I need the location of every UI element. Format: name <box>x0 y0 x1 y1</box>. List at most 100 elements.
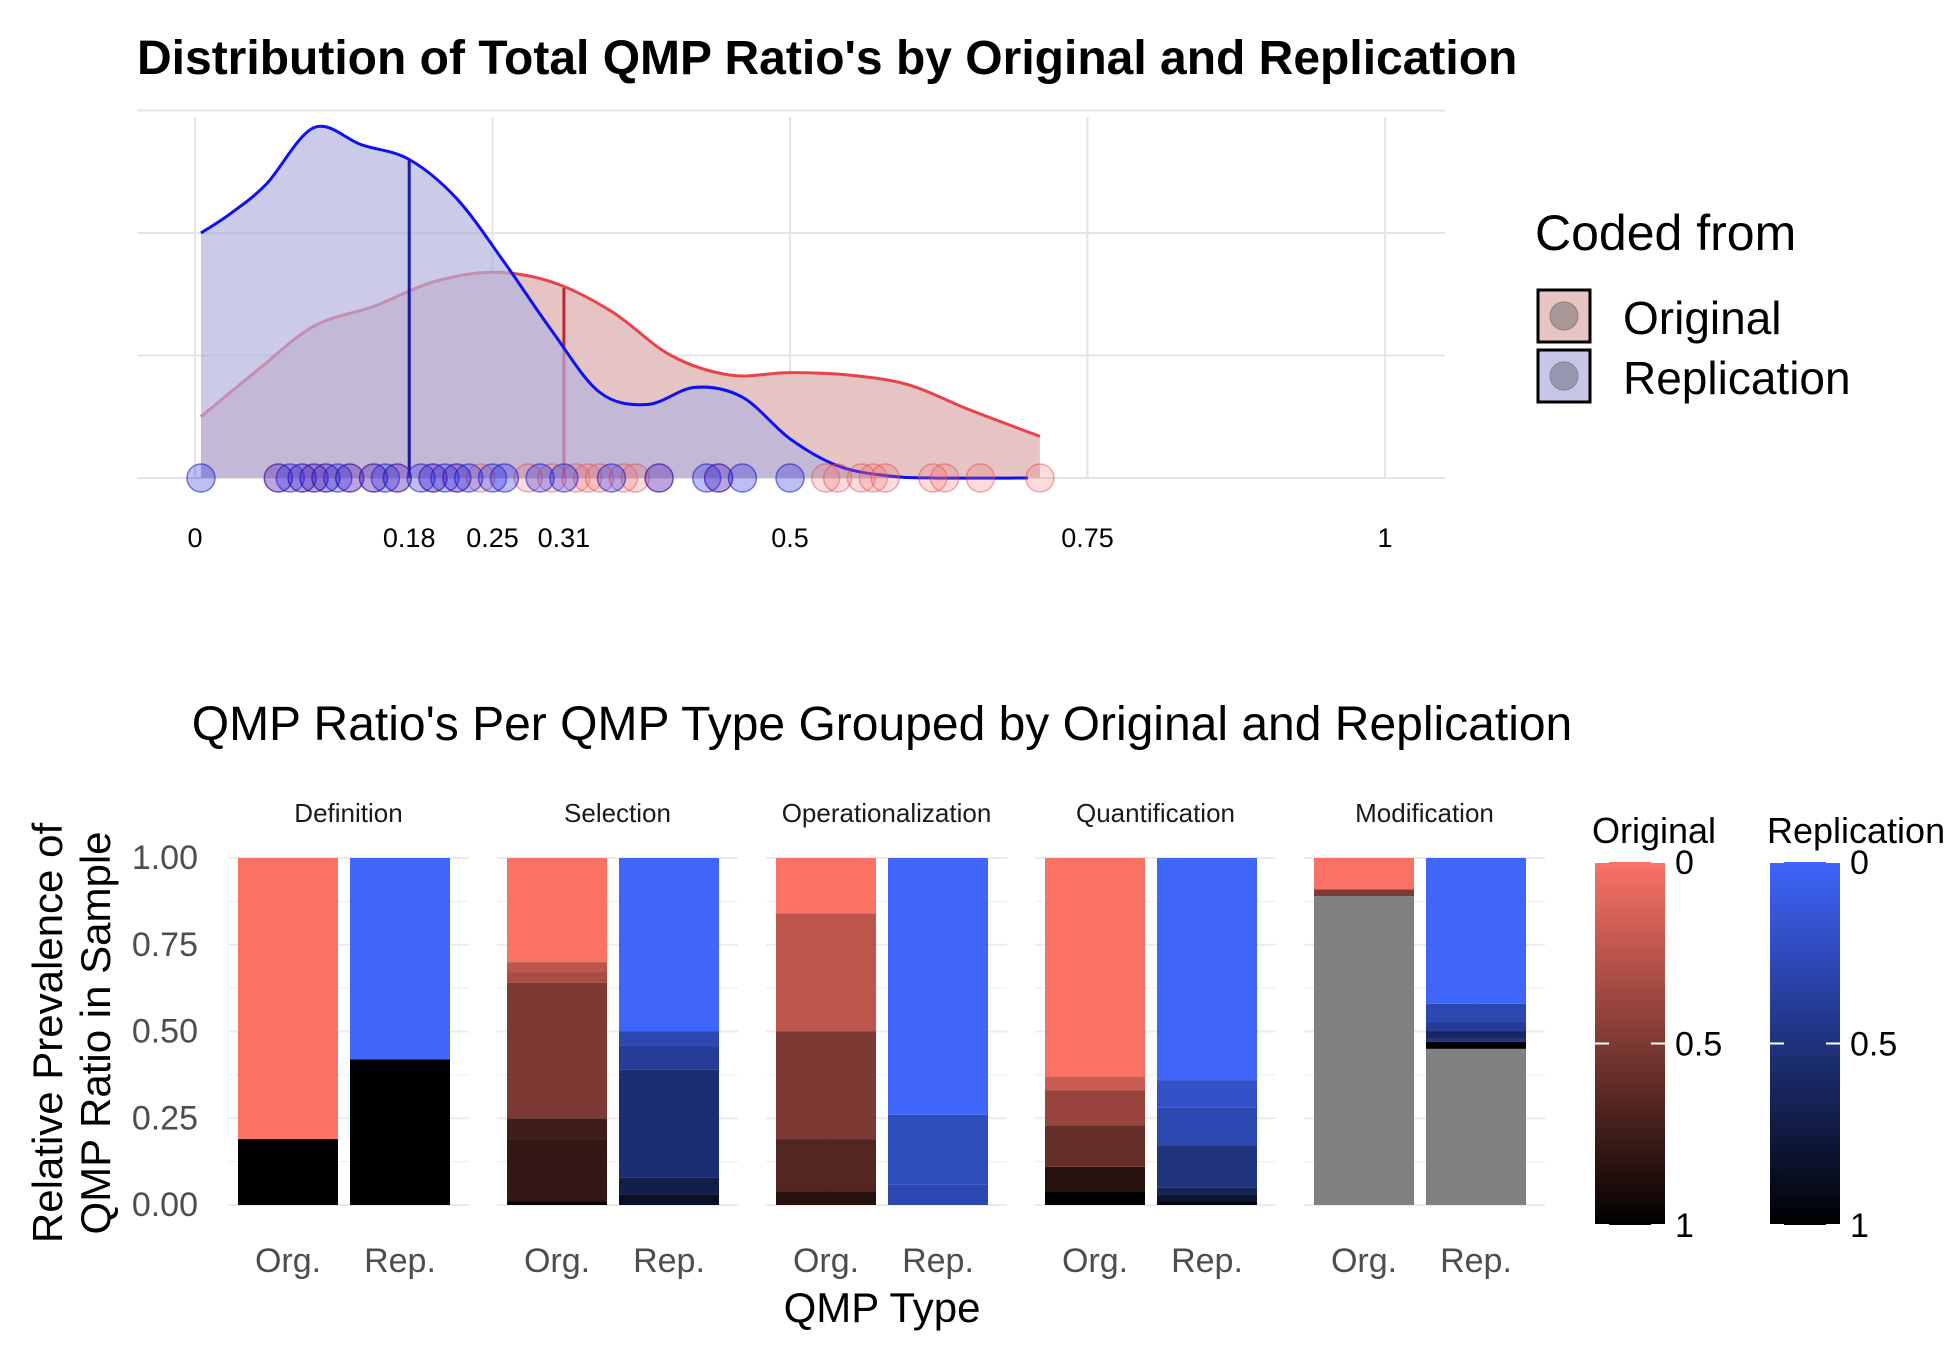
x-tick-label: 0.25 <box>466 523 519 553</box>
density-legend: Coded from Original Replication <box>1535 205 1851 404</box>
legend-item-replication: Replication <box>1536 348 1851 404</box>
point-replication-23 <box>703 463 734 493</box>
bar-segment-replication <box>1157 1107 1257 1147</box>
point-original-10 <box>513 463 543 493</box>
x-tick-label: Rep. <box>902 1242 974 1280</box>
bar-segment-original <box>1045 1166 1145 1192</box>
bar-segment-replication <box>888 1184 988 1205</box>
bar-segment-original <box>507 858 607 963</box>
bar-segment-original <box>776 858 876 914</box>
point-original-20 <box>822 463 853 493</box>
legend-key-original <box>1536 288 1592 344</box>
bar-segment-replication <box>888 1114 988 1185</box>
legend-title: Coded from <box>1535 205 1796 261</box>
bar-segment-replication <box>1157 1194 1257 1202</box>
point-original-13 <box>572 463 603 493</box>
colorbar-tick-label: 0 <box>1675 844 1694 882</box>
point-replication-13 <box>430 463 460 493</box>
point-original-24 <box>918 463 948 493</box>
point-replication-6 <box>323 463 353 493</box>
legend-label-original: Original <box>1623 292 1782 344</box>
point-replication-0 <box>186 463 216 493</box>
bar-segment-replication <box>1157 858 1257 1081</box>
bar-segment-replication <box>619 1177 719 1195</box>
colorbar-tick-label: 1 <box>1850 1207 1869 1245</box>
point-original-26 <box>965 463 996 493</box>
point-replication-20 <box>596 463 627 493</box>
bar-segment-replication <box>619 1045 719 1070</box>
point-replication-1 <box>263 463 294 493</box>
point-replication-9 <box>370 463 401 493</box>
point-replication-4 <box>299 463 329 493</box>
bar-segment-original <box>1314 858 1414 890</box>
colorbar-tick-label: 0.5 <box>1850 1026 1897 1064</box>
density-x-axis: 0 0.18 0.25 0.31 0.5 0.75 1 <box>187 523 1392 553</box>
x-tick-label: Org. <box>1331 1242 1397 1280</box>
legend-item-original: Original <box>1536 288 1782 344</box>
legend-key-original-point <box>1549 301 1579 331</box>
x-tick-label: Org. <box>793 1242 859 1280</box>
density-line-replication <box>200 124 1029 480</box>
bar-segment-replication <box>619 858 719 1032</box>
bar-segment-original <box>507 1201 607 1205</box>
bar-segment-replication <box>350 858 450 1060</box>
point-replication-10 <box>382 463 413 493</box>
point-replication-21 <box>644 463 674 493</box>
bar-segment-original <box>507 1118 607 1140</box>
bar-y-axis-title-line-1: Relative Prevalence of <box>24 823 71 1244</box>
x-tick-label: 0.75 <box>1061 523 1114 553</box>
bar-x-axis-title: QMP Type <box>784 1284 981 1331</box>
bar-segment-replication <box>1157 1080 1257 1108</box>
bar-segment-replication <box>1426 1041 1526 1049</box>
bar-segment-replication <box>1426 1048 1526 1205</box>
bar-segment-replication <box>619 1194 719 1205</box>
point-original-9 <box>465 463 496 493</box>
bar-segment-replication <box>1426 858 1526 1004</box>
x-tick-label: 0.5 <box>771 523 809 553</box>
point-replication-17 <box>489 463 520 493</box>
x-tick-label: Rep. <box>633 1242 705 1280</box>
point-original-14 <box>584 463 615 493</box>
bar-segment-replication <box>1426 1031 1526 1039</box>
point-replication-16 <box>477 463 508 493</box>
point-replication-8 <box>358 463 389 493</box>
point-replication-12 <box>418 463 448 493</box>
bar-segment-original <box>1045 1125 1145 1167</box>
facet-selection: Selection Org. Rep. <box>497 798 738 1280</box>
point-original-21 <box>846 463 877 493</box>
bar-segment-original <box>1045 1090 1145 1126</box>
y-tick-label: 0.25 <box>132 1099 198 1137</box>
bar-segment-original <box>1314 896 1414 1205</box>
point-original-15 <box>608 463 639 493</box>
bar-segment-original <box>1045 1076 1145 1091</box>
point-replication-22 <box>691 463 722 493</box>
facet-quantification: Quantification Org. Rep. <box>1035 798 1276 1280</box>
point-original-22 <box>858 463 889 493</box>
x-tick-label: Org. <box>255 1242 321 1280</box>
facet-strip-label: Definition <box>294 798 402 828</box>
point-original-25 <box>929 463 960 493</box>
bar-y-axis-title-line-2: QMP Ratio in Sample <box>72 831 119 1234</box>
bar-y-axis-title: Relative Prevalence of QMP Ratio in Samp… <box>24 823 119 1244</box>
bar-segment-replication <box>1426 1038 1526 1042</box>
x-tick-label: 1 <box>1377 523 1392 553</box>
x-tick-label: Rep. <box>1171 1242 1243 1280</box>
density-plot-area <box>186 124 1055 493</box>
bar-segment-replication <box>619 1069 719 1178</box>
x-tick-label: Rep. <box>1440 1242 1512 1280</box>
x-tick-label: 0.31 <box>538 523 591 553</box>
bar-segment-replication <box>1426 1021 1526 1032</box>
point-replication-25 <box>775 463 805 493</box>
bar-segment-replication <box>1157 1187 1257 1195</box>
bar-y-axis: 0.00 0.25 0.50 0.75 1.00 <box>132 839 198 1224</box>
bar-segment-original <box>238 1139 338 1205</box>
point-replication-3 <box>287 463 317 493</box>
colorbar-tick-label: 1 <box>1675 1207 1694 1245</box>
y-tick-label: 1.00 <box>132 839 198 877</box>
facet-modification: Modification Org. Rep. <box>1304 798 1545 1280</box>
bar-segment-original <box>238 858 338 1140</box>
bar-segment-original <box>1045 1191 1145 1205</box>
point-replication-11 <box>406 463 436 493</box>
